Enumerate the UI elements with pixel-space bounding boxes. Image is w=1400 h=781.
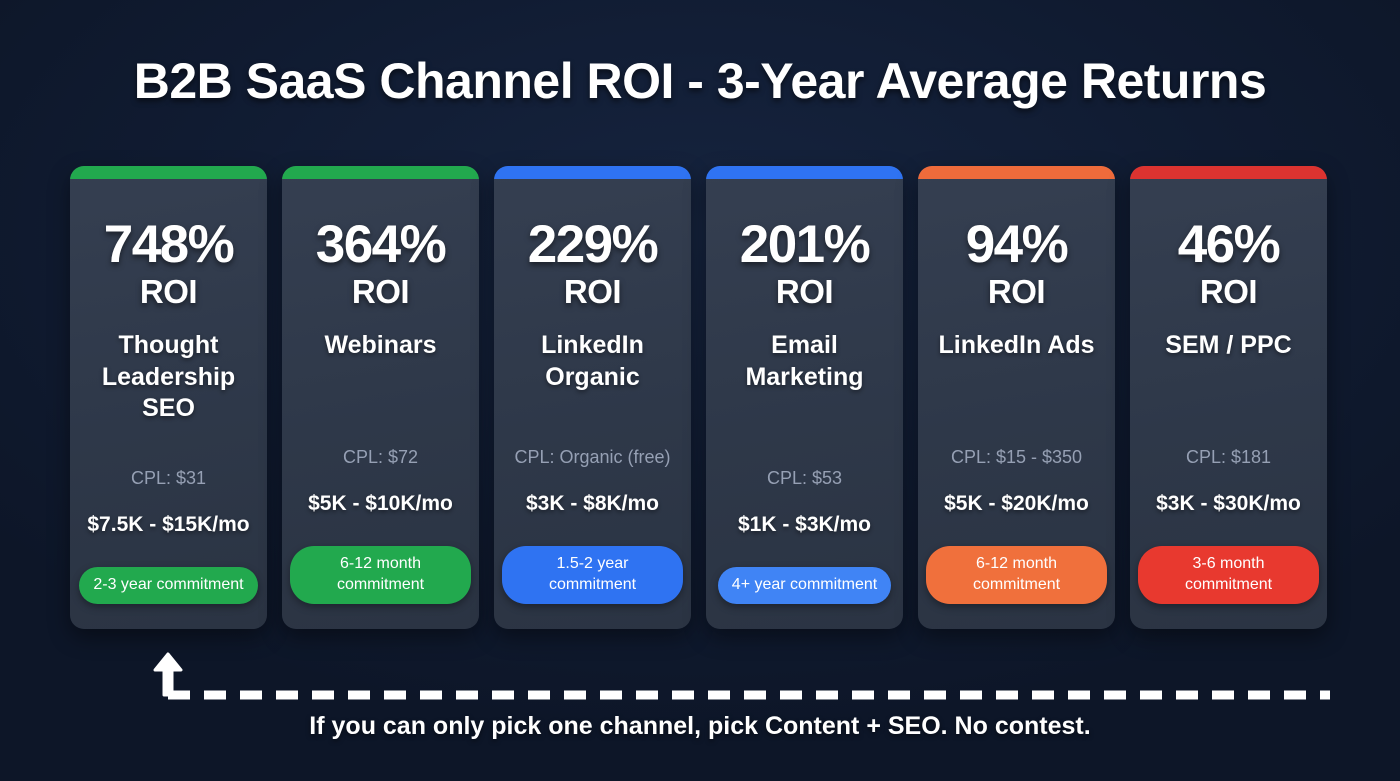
commitment-badge: 2-3 year commitment: [79, 566, 258, 604]
channel-name: SEM / PPC: [1165, 331, 1292, 359]
monthly-spend: $1K - $3K/mo: [737, 512, 872, 536]
monthly-spend: $5K - $10K/mo: [308, 492, 453, 516]
caption-text: If you can only pick one channel, pick C…: [309, 712, 1091, 740]
monthly-spend: $3K - $8K/mo: [525, 492, 660, 516]
channel-name: Webinars: [324, 331, 437, 359]
page-title: B2B SaaS Channel ROI - 3-Year Average Re…: [133, 53, 1267, 109]
commitment-badge: 1.5-2 year commitment: [502, 546, 683, 604]
roi-label: ROI: [775, 273, 834, 310]
channel-card: 364% ROI Webinars CPL: $72 $5K - $10K/mo 6-12…: [282, 166, 479, 629]
card-accent-bar: [706, 166, 903, 179]
channel-card: 94% ROI LinkedIn Ads CPL: $15 - $350 $5K - $…: [918, 166, 1115, 629]
callout-annotation: [0, 640, 1400, 715]
channel-card: 229% ROI LinkedIn Organic CPL: Organic (fre…: [494, 166, 691, 629]
roi-value: 94%: [965, 215, 1069, 274]
channel-cards-row: 748% ROI Thought Leadership SEO CPL: $31 $7.…: [70, 166, 1332, 629]
commitment-badge: 6-12 month commitment: [290, 546, 471, 604]
commitment-badge: 6-12 month commitment: [926, 546, 1107, 604]
commitment-badge: 3-6 month commitment: [1138, 546, 1319, 604]
channel-name: LinkedIn Ads: [938, 331, 1095, 359]
roi-value: 364%: [315, 215, 447, 274]
roi-label: ROI: [351, 273, 410, 310]
channel-name: Thought Leadership SEO: [101, 331, 236, 422]
card-accent-bar: [1130, 166, 1327, 179]
monthly-spend: $5K - $20K/mo: [944, 492, 1089, 516]
card-accent-bar: [282, 166, 479, 179]
cost-per-lead: CPL: $31: [130, 467, 207, 488]
card-accent-bar: [918, 166, 1115, 179]
channel-card: 748% ROI Thought Leadership SEO CPL: $31 $7.…: [70, 166, 267, 629]
card-accent-bar: [70, 166, 267, 179]
roi-label: ROI: [563, 273, 622, 310]
roi-label: ROI: [139, 273, 198, 310]
monthly-spend: $3K - $30K/mo: [1156, 492, 1301, 516]
roi-value: 748%: [103, 215, 235, 274]
channel-card: 46% ROI SEM / PPC CPL: $181 $3K - $30K/mo 3-6…: [1130, 166, 1327, 629]
roi-value: 201%: [739, 215, 871, 274]
roi-value: 229%: [527, 215, 659, 274]
commitment-badge: 4+ year commitment: [717, 566, 892, 604]
channel-name: LinkedIn Organic: [541, 331, 644, 391]
roi-label: ROI: [1199, 273, 1258, 310]
cost-per-lead: CPL: $15 - $350: [950, 447, 1083, 468]
cost-per-lead: CPL: $72: [342, 447, 419, 468]
channel-name: Email Marketing: [745, 331, 864, 391]
cost-per-lead: CPL: $181: [1185, 447, 1272, 468]
roi-value: 46%: [1177, 215, 1281, 274]
card-accent-bar: [494, 166, 691, 179]
cost-per-lead: CPL: $53: [766, 467, 843, 488]
monthly-spend: $7.5K - $15K/mo: [87, 512, 250, 536]
channel-card: 201% ROI Email Marketing CPL: $53 $1K - $3K/…: [706, 166, 903, 629]
arrow-dashed-line-icon: [153, 652, 1330, 700]
cost-per-lead: CPL: Organic (free): [514, 447, 671, 468]
roi-label: ROI: [987, 273, 1046, 310]
